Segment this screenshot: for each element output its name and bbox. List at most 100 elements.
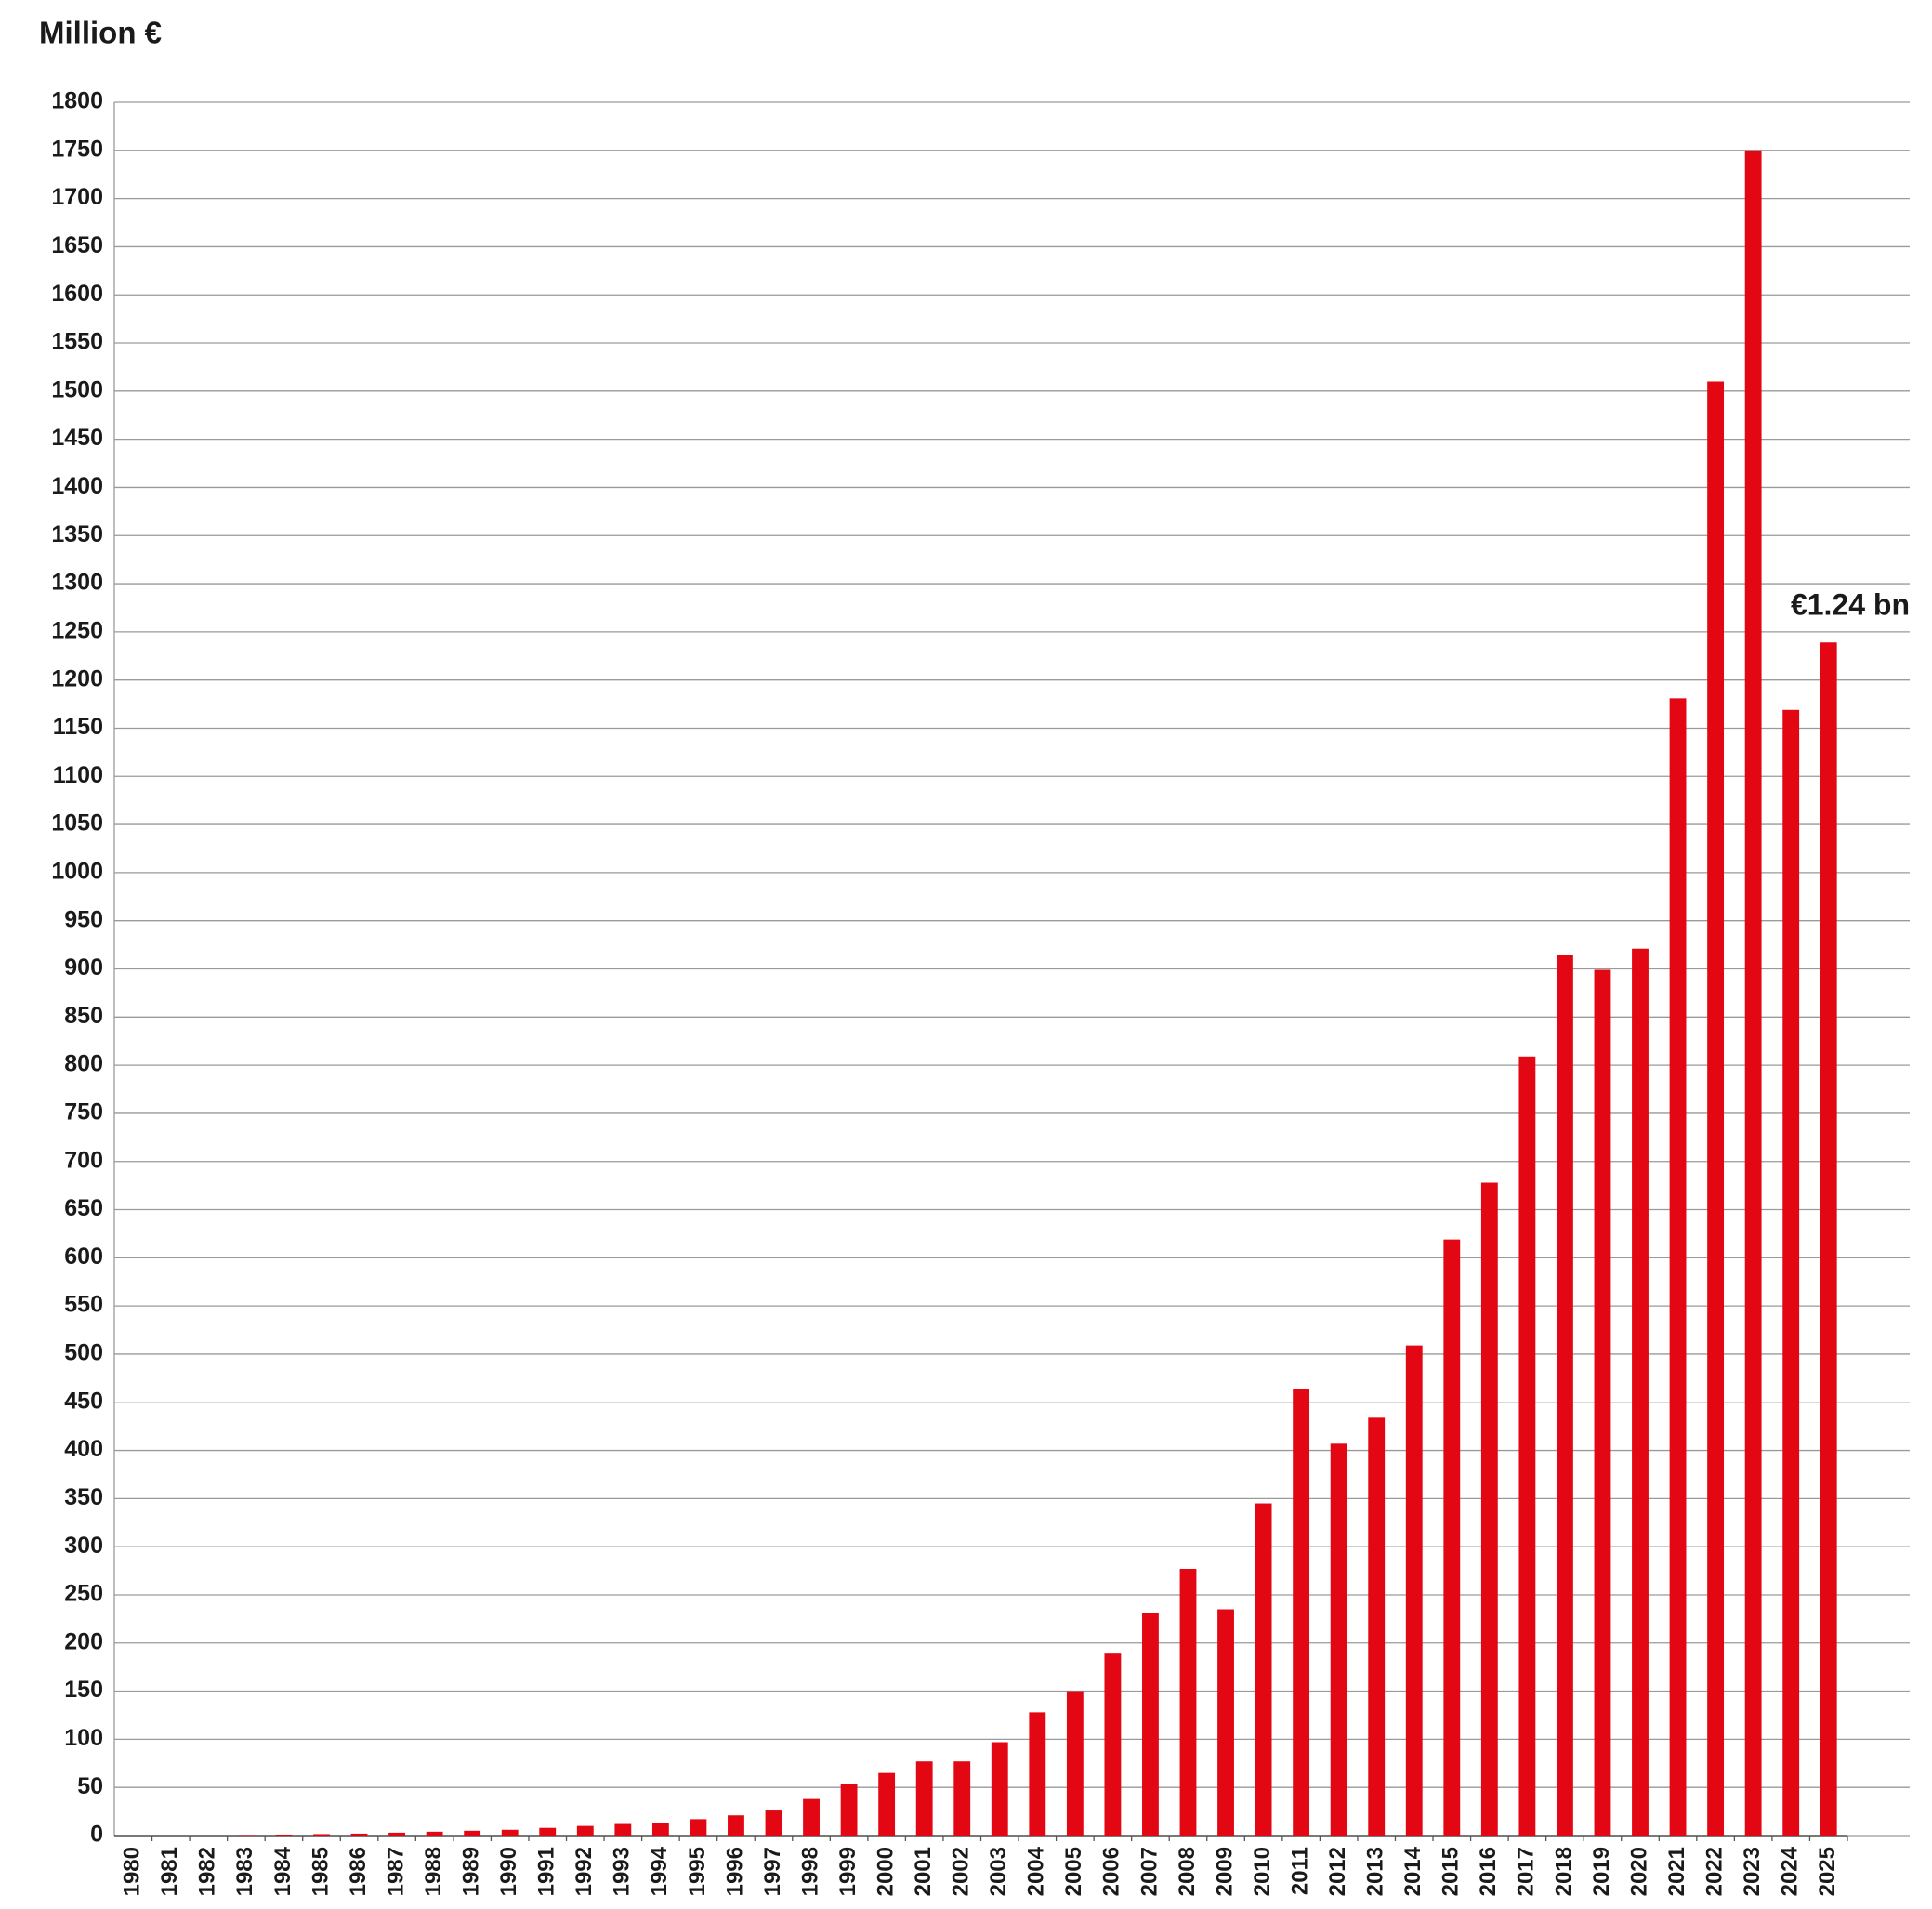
x-tick-label: 2022 [1702,1847,1727,1896]
y-tick-label: 600 [64,1244,103,1270]
x-tick-label: 2013 [1363,1847,1388,1896]
y-tick-label: 700 [64,1147,103,1173]
bar [1368,1417,1386,1836]
x-tick-label: 1995 [685,1847,710,1896]
x-tick-label: 1992 [572,1847,597,1896]
y-tick-label: 1100 [53,762,103,788]
y-tick-label: 1800 [51,88,103,114]
y-tick-label: 150 [64,1677,103,1703]
y-tick-label: 450 [64,1388,103,1414]
x-tick-label: 2019 [1589,1847,1614,1896]
bar [426,1831,443,1836]
y-tick-label: 250 [64,1581,103,1607]
y-tick-label: 50 [77,1773,103,1799]
x-tick-label: 1993 [610,1847,635,1896]
x-tick-label: 2021 [1664,1847,1689,1896]
y-tick-label: 1550 [51,329,103,355]
y-tick-label: 400 [64,1436,103,1462]
x-tick-label: 2005 [1061,1847,1086,1896]
y-tick-label: 1750 [51,136,103,162]
bar [350,1833,368,1836]
x-tick-label: 1990 [496,1847,521,1896]
y-tick-label: 800 [64,1051,103,1077]
x-tick-label: 2004 [1024,1846,1049,1896]
y-tick-label: 1600 [51,281,103,307]
bar [539,1827,557,1836]
bar [1782,709,1800,1836]
x-tick-label: 2018 [1551,1847,1576,1896]
bar [765,1810,782,1836]
y-tick-label: 1150 [53,714,103,740]
x-tick-label: 1989 [459,1847,484,1896]
x-tick-label: 2001 [911,1847,936,1896]
y-tick-label: 650 [64,1195,103,1221]
x-tick-label: 1986 [346,1847,371,1896]
bar [953,1761,971,1836]
bar [840,1784,858,1836]
bar [690,1819,707,1836]
bar [388,1832,405,1836]
x-tick-label: 1985 [308,1847,333,1896]
bar [1632,948,1649,1836]
bar [576,1825,594,1836]
bar [1330,1443,1347,1836]
x-tick-label: 1982 [195,1847,220,1896]
x-tick-label: 2015 [1439,1847,1464,1896]
x-tick-label: 1999 [835,1847,861,1896]
bar [803,1798,820,1836]
y-tick-label: 350 [64,1484,103,1510]
bar [1255,1503,1272,1836]
y-tick-label: 1200 [51,665,103,691]
x-tick-label: 2014 [1400,1846,1426,1896]
y-tick-label: 1500 [51,376,103,402]
x-tick-label: 1998 [797,1847,822,1896]
x-tick-label: 1987 [383,1847,408,1896]
x-tick-label: 1996 [722,1847,747,1896]
y-tick-label: 1050 [51,810,103,836]
bar [728,1815,744,1836]
x-tick-label: 2025 [1815,1847,1840,1896]
bar [1744,150,1762,1837]
x-tick-label: 1991 [534,1847,559,1896]
bar [1066,1691,1084,1836]
y-tick-label: 1250 [51,617,103,643]
bar [1518,1056,1536,1836]
bar [1142,1613,1159,1836]
x-tick-label: 2002 [949,1847,974,1896]
x-tick-label: 2016 [1476,1847,1501,1896]
y-tick-label: 1450 [51,425,103,451]
x-tick-label: 2011 [1287,1847,1312,1895]
y-tick-label: 1350 [51,521,103,547]
x-tick-label: 2009 [1212,1847,1237,1896]
x-tick-label: 2006 [1099,1847,1124,1896]
y-tick-label: 1300 [51,570,103,596]
bar [1669,698,1687,1836]
bar [313,1834,330,1836]
y-tick-label: 750 [64,1099,103,1126]
y-tick-label: 200 [64,1628,103,1654]
y-tick-label: 900 [64,954,103,981]
x-tick-label: 1984 [270,1846,296,1896]
x-tick-label: 2000 [873,1847,898,1896]
bar [1707,381,1725,1837]
bar [501,1829,519,1836]
bar [1820,642,1837,1837]
x-tick-label: 2012 [1325,1847,1350,1896]
bar [1293,1389,1310,1836]
y-tick-label: 300 [64,1533,103,1559]
y-tick-label: 100 [64,1725,103,1751]
x-tick-label: 2024 [1778,1846,1803,1896]
x-tick-label: 2017 [1514,1847,1539,1896]
x-tick-label: 1980 [120,1847,145,1896]
y-tick-label: 500 [64,1340,103,1366]
x-tick-label: 2020 [1626,1847,1651,1896]
annotation: €1.24 bn [1791,588,1910,622]
y-tick-label: 1000 [51,858,103,884]
x-tick-label: 1988 [421,1847,446,1896]
bar [915,1761,933,1836]
x-tick-label: 2023 [1740,1847,1765,1896]
y-tick-label: 0 [90,1822,103,1848]
x-tick-label: 1983 [232,1847,257,1896]
